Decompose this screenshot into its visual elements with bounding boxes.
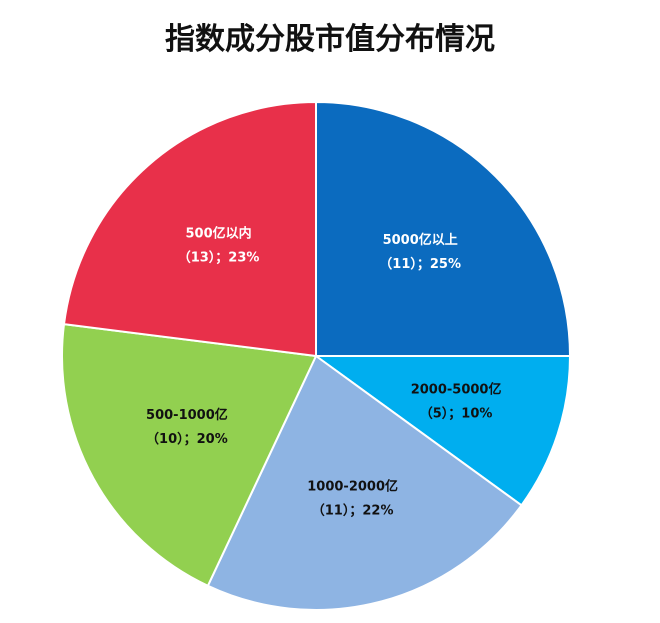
slice-value-label-1: （11）；25% (379, 256, 461, 272)
slice-label-5: 500亿以内 (186, 225, 252, 241)
slice-value-label-2: （5）；10% (420, 406, 493, 422)
pie-slice-4 (61, 323, 318, 588)
slice-value-label-5: （13）；23% (178, 249, 260, 265)
slice-value-label-3: （11）；22% (312, 503, 394, 519)
pie-slice-1 (315, 100, 572, 357)
slice-label-1: 5000亿以上 (383, 232, 458, 248)
slice-value-label-4: （10）；20% (146, 431, 228, 447)
slice-label-4: 500-1000亿 (146, 407, 228, 423)
chart-title: 指数成分股市值分布情况 (165, 22, 495, 57)
pie-slice-5 (62, 100, 317, 358)
slice-label-3: 1000-2000亿 (307, 479, 398, 495)
slice-label-2: 2000-5000亿 (411, 382, 502, 398)
pie-slice-2 (312, 355, 572, 507)
